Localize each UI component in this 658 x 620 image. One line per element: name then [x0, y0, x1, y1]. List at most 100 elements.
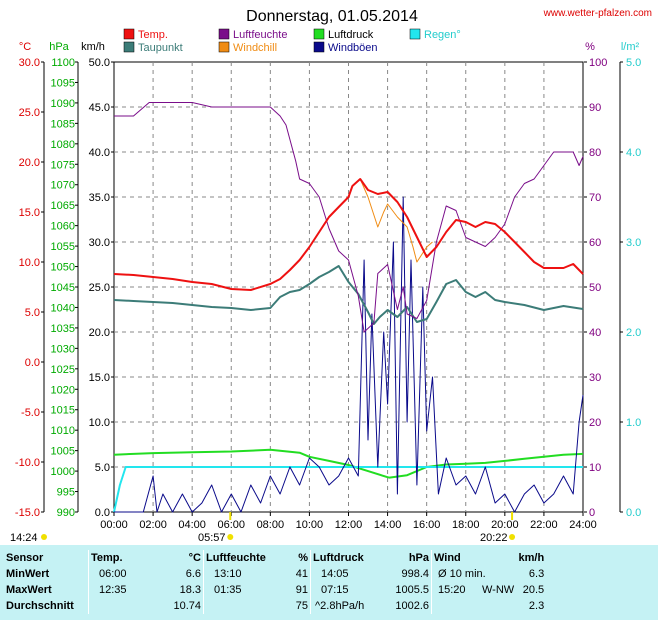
- pressure-axis-tick-label: 1055: [51, 241, 75, 253]
- legend-swatch: [313, 28, 325, 40]
- stats-label: MinWert: [6, 568, 50, 580]
- stats-temp-value: 18.3: [179, 584, 201, 596]
- stats-press-time: 07:15: [310, 582, 377, 598]
- rain-axis-unit: l/m²: [621, 41, 640, 53]
- stats-wind-time: Ø 10 min.: [431, 566, 517, 582]
- wind-axis-tick-label: 35.0: [89, 192, 110, 204]
- axis-units: °C hPa km/h% l/m²: [19, 41, 640, 53]
- legend-swatch: [409, 28, 421, 40]
- humidity-axis-tick-label: 100: [589, 57, 607, 69]
- stats-header-hum-unit: %: [298, 552, 308, 564]
- humidity-axis-tick-label: 20: [589, 417, 601, 429]
- temp-axis-tick-label: 15.0: [19, 207, 40, 219]
- wind-axis-tick-label: 45.0: [89, 102, 110, 114]
- sun-marker: [41, 534, 47, 540]
- sun-times: 14:24 05:57 20:22: [10, 512, 516, 544]
- pressure-axis-tick-label: 1045: [51, 282, 75, 294]
- stats-wind-dir: W-NW: [482, 584, 515, 596]
- stats-row-avg: Durchschnitt 10.74 75 ^2.8hPa/h 1002.6 2…: [4, 598, 546, 614]
- pressure-axis-tick-label: 1020: [51, 384, 75, 396]
- stats-header-hum: Luftfeuchte: [203, 550, 280, 566]
- pressure-axis-tick-label: 1085: [51, 118, 75, 130]
- humidity-axis-tick-label: 10: [589, 462, 601, 474]
- chart-grid: [43, 61, 621, 513]
- temp-axis-unit: °C: [19, 41, 31, 53]
- stats-hum-value: 91: [295, 584, 308, 596]
- pressure-axis-tick-label: 995: [57, 487, 75, 499]
- pressure-axis-tick-label: 1070: [51, 180, 75, 192]
- x-tick-label: 00:00: [100, 519, 128, 531]
- legend-swatch: [218, 41, 230, 53]
- stats-header-wind-unit: km/h: [518, 552, 545, 564]
- legend-label: Luftfeuchte: [233, 29, 287, 41]
- x-tick-label: 06:00: [217, 519, 245, 531]
- chart-legend: Temp. Luftfeuchte Luftdruck Regen° Taupunkt W…: [123, 28, 461, 54]
- weather-chart: Donnerstag, 01.05.2014 www.wetter-pfalze…: [10, 8, 652, 544]
- pressure-axis-tick-label: 1025: [51, 364, 75, 376]
- x-tick-label: 22:00: [530, 519, 558, 531]
- x-tick-label: 08:00: [257, 519, 285, 531]
- x-tick-label: 02:00: [139, 519, 167, 531]
- stats-hum-time: 13:10: [203, 566, 280, 582]
- temp-axis-tick-label: -5.0: [21, 407, 40, 419]
- wind-axis-tick-label: 10.0: [89, 417, 110, 429]
- legend-label: Windchill: [233, 42, 277, 54]
- stats-press-value: 1002.6: [395, 600, 429, 612]
- x-tick-label: 10:00: [296, 519, 324, 531]
- stats-hum-value: 41: [295, 568, 308, 580]
- stats-header-wind: Wind: [431, 550, 480, 566]
- stats-press-value: 1005.5: [395, 584, 429, 596]
- series-line-luftdruck: [113, 448, 584, 479]
- stats-label: Durchschnitt: [6, 600, 74, 612]
- stats-header-press-unit: hPa: [408, 552, 429, 564]
- x-tick-label: 20:00: [491, 519, 519, 531]
- sunrise-left-time: 14:24: [10, 532, 38, 544]
- pressure-axis-tick-label: 1095: [51, 77, 75, 89]
- humidity-axis-tick-label: 50: [589, 282, 601, 294]
- stats-row-min: MinWert 06:00 6.6 13:10 41 14:05 998.4 Ø…: [4, 566, 546, 582]
- stats-panel: Sensor Temp. °C Luftfeuchte % Luftdruck …: [0, 545, 658, 620]
- sunset-time: 20:22: [480, 532, 508, 544]
- stats-row-max: MaxWert 12:35 18.3 01:35 91 07:15 1005.5…: [4, 582, 546, 598]
- rain-axis-tick-label: 0.0: [626, 507, 641, 519]
- legend-label: Regen°: [424, 29, 461, 41]
- pressure-axis-tick-label: 1035: [51, 323, 75, 335]
- pressure-axis-tick-label: 1000: [51, 466, 75, 478]
- pressure-axis-tick-label: 1030: [51, 343, 75, 355]
- stats-label: MaxWert: [6, 584, 52, 596]
- stats-temp-time: 12:35: [88, 582, 153, 598]
- x-tick-label: 18:00: [452, 519, 480, 531]
- wind-axis-tick-label: 30.0: [89, 237, 110, 249]
- wind-axis-unit: km/h: [81, 41, 105, 53]
- stats-header-row: Sensor Temp. °C Luftfeuchte % Luftdruck …: [4, 550, 546, 566]
- pressure-axis-tick-label: 1090: [51, 98, 75, 110]
- humidity-axis-tick-label: 80: [589, 147, 601, 159]
- wind-axis-tick-label: 20.0: [89, 327, 110, 339]
- site-url[interactable]: www.wetter-pfalzen.com: [543, 8, 652, 19]
- pressure-axis-tick-label: 1040: [51, 302, 75, 314]
- x-tick-label: 24:00: [569, 519, 597, 531]
- stats-header-sensor: Sensor: [6, 552, 44, 564]
- left-axis-ticks: 30.0 25.0 20.0 15.0 10.0 5.0 0.0 -5.0 -10.0 -15.0…: [15, 57, 114, 519]
- stats-table: Sensor Temp. °C Luftfeuchte % Luftdruck …: [4, 550, 546, 614]
- wind-axis-tick-label: 25.0: [89, 282, 110, 294]
- legend-swatch: [123, 28, 135, 40]
- stats-press-trend: ^2.8hPa/h: [310, 598, 377, 614]
- pressure-axis-unit: hPa: [49, 41, 69, 53]
- wind-axis-tick-label: 0.0: [95, 507, 110, 519]
- humidity-axis-tick-label: 30: [589, 372, 601, 384]
- legend-swatch: [313, 41, 325, 53]
- rain-axis-tick-label: 4.0: [626, 147, 641, 159]
- pressure-axis-tick-label: 1015: [51, 405, 75, 417]
- legend-label: Taupunkt: [138, 42, 183, 54]
- temp-axis-tick-label: -15.0: [15, 507, 40, 519]
- wind-axis-tick-label: 5.0: [95, 462, 110, 474]
- sunset-marker: [509, 534, 516, 540]
- pressure-axis-tick-label: 1050: [51, 262, 75, 274]
- series-line-taupunkt: [113, 265, 584, 325]
- rain-axis-tick-label: 2.0: [626, 327, 641, 339]
- stats-header-temp: Temp.: [88, 550, 153, 566]
- wind-axis-tick-label: 50.0: [89, 57, 110, 69]
- x-tick-label: 04:00: [178, 519, 206, 531]
- legend-label: Luftdruck: [328, 29, 374, 41]
